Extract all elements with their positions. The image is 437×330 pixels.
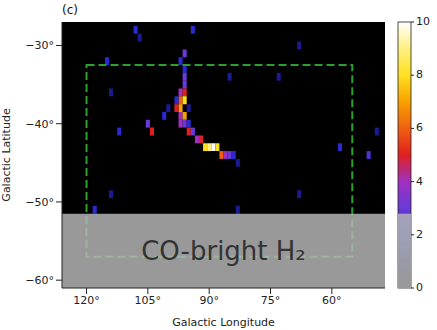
svg-text:−40°: −40° xyxy=(25,118,54,131)
svg-text:8: 8 xyxy=(416,68,423,81)
svg-text:2: 2 xyxy=(416,228,423,241)
svg-text:−50°: −50° xyxy=(25,196,54,209)
svg-text:6: 6 xyxy=(416,121,423,134)
svg-text:60°: 60° xyxy=(322,294,342,307)
svg-text:4: 4 xyxy=(416,175,423,188)
svg-text:CO-bright H₂: CO-bright H₂ xyxy=(141,236,306,266)
svg-text:75°: 75° xyxy=(261,294,281,307)
svg-text:90°: 90° xyxy=(199,294,219,307)
html-text:(c): (c) xyxy=(62,3,78,17)
svg-text:−30°: −30° xyxy=(25,39,54,52)
svg-text:10: 10 xyxy=(416,15,430,28)
svg-text:105°: 105° xyxy=(135,294,162,307)
svg-text:−60°: −60° xyxy=(25,274,54,287)
svg-text:120°: 120° xyxy=(73,294,100,307)
svg-text:Galactic Longitude: Galactic Longitude xyxy=(172,316,275,329)
svg-text:Galactic Latitude: Galactic Latitude xyxy=(0,108,13,202)
svg-text:0: 0 xyxy=(416,281,423,294)
